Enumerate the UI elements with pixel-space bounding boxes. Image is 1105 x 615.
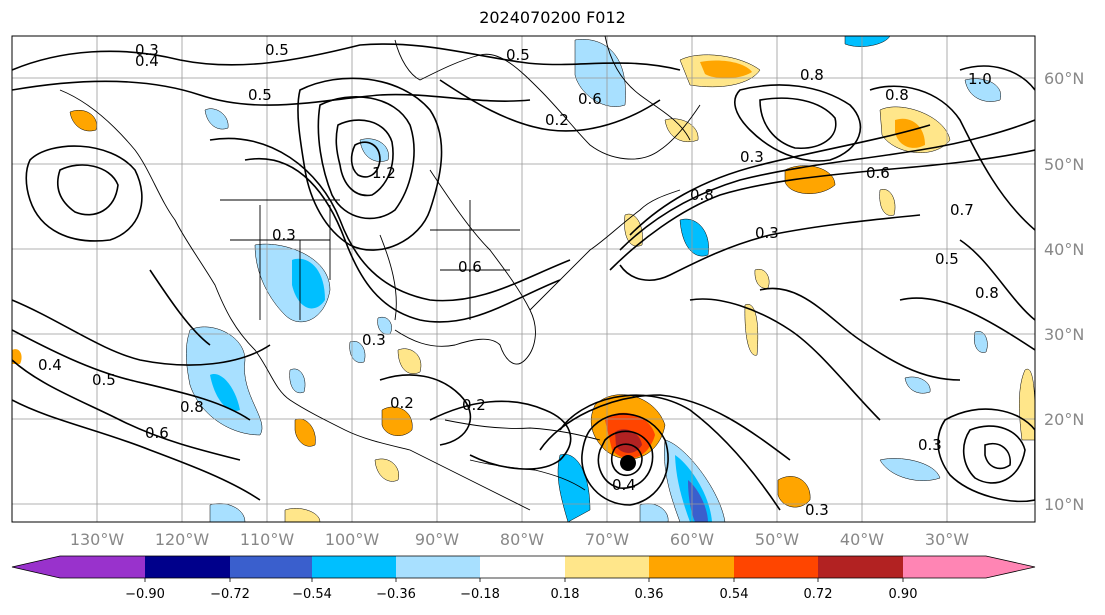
- lon-label: 50°W: [755, 530, 799, 549]
- contour-label: 0.5: [92, 371, 116, 389]
- contour-label: 0.8: [690, 186, 714, 204]
- colorbar-tick-label: 0.36: [635, 587, 664, 602]
- contour-label: 0.4: [135, 52, 159, 70]
- contour-label: 0.3: [918, 436, 942, 454]
- lon-label: 30°W: [925, 530, 969, 549]
- lat-label: 10°N: [1044, 495, 1084, 514]
- contour-label: 0.2: [462, 396, 486, 414]
- colorbar-tick-label: 0.72: [804, 587, 833, 602]
- lat-label: 50°N: [1044, 155, 1084, 174]
- colorbar-segment: [986, 556, 1035, 578]
- lon-axis-labels: 130°W 120°W 110°W 100°W 90°W 80°W 70°W 6…: [70, 530, 969, 549]
- graticule: [12, 36, 1035, 522]
- contour-label: 0.8: [180, 398, 204, 416]
- colorbar-tick-label: −0.54: [292, 587, 332, 602]
- lon-label: 70°W: [585, 530, 629, 549]
- colorbar-segment: [396, 556, 480, 578]
- lon-label: 40°W: [840, 530, 884, 549]
- contour-labels: 0.3 0.4 0.5 0.5 0.6 0.2 1.0 1.2 0.8 0.6 …: [38, 41, 999, 519]
- lon-label: 60°W: [670, 530, 714, 549]
- lon-label: 100°W: [325, 530, 380, 549]
- colorbar-segment: [12, 556, 60, 578]
- contour-label: 0.3: [135, 41, 159, 59]
- contour-label: 0.3: [755, 224, 779, 242]
- map-panel: [12, 36, 1035, 522]
- contour-label: 0.6: [578, 90, 602, 108]
- lat-label: 60°N: [1044, 69, 1084, 88]
- lat-axis-labels: 60°N 50°N 40°N 30°N 20°N 10°N: [1044, 69, 1084, 514]
- colorbar-tick-label: −0.18: [460, 587, 500, 602]
- contour-label: 0.4: [38, 356, 62, 374]
- contour-lines: [12, 43, 1035, 511]
- colorbar-segment: [230, 556, 312, 578]
- coastlines: [59, 36, 701, 511]
- colorbar-segment: [145, 556, 230, 578]
- colorbar-tick-label: 0.54: [720, 587, 749, 602]
- contour-label: 0.2: [390, 394, 414, 412]
- contour-label: 0.5: [265, 41, 289, 59]
- contour-label: 0.4: [612, 476, 636, 494]
- colorbar-tick-label: 0.90: [889, 587, 918, 602]
- colorbar: −0.90 −0.72 −0.54 −0.36 −0.18 0.18 0.36 …: [11, 555, 1036, 602]
- colorbar-segment: [818, 556, 903, 578]
- colorbar-tick-label: −0.36: [376, 587, 416, 602]
- colorbar-segment: [903, 556, 986, 578]
- contour-label: 0.8: [800, 66, 824, 84]
- contour-label: 0.2: [545, 111, 569, 129]
- lon-label: 80°W: [500, 530, 544, 549]
- map-title: 2024070200 F012: [479, 8, 626, 27]
- contour-label: 0.8: [975, 284, 999, 302]
- contour-label: 0.3: [805, 501, 829, 519]
- contour-label: 0.3: [740, 148, 764, 166]
- contour-label: 0.6: [145, 424, 169, 442]
- lon-label: 130°W: [70, 530, 125, 549]
- lat-label: 30°N: [1044, 325, 1084, 344]
- colorbar-segment: [734, 556, 818, 578]
- contour-label: 0.7: [950, 201, 974, 219]
- storm-center-marker: [620, 455, 636, 471]
- shaded-anomalies: [12, 36, 1035, 522]
- contour-label: 1.2: [372, 164, 396, 182]
- colorbar-segment: [649, 556, 734, 578]
- colorbar-segment: [312, 556, 396, 578]
- contour-label: 0.5: [935, 250, 959, 268]
- contour-label: 1.0: [968, 70, 992, 88]
- map-frame: [11, 35, 1036, 523]
- lat-label: 20°N: [1044, 410, 1084, 429]
- lon-label: 90°W: [415, 530, 459, 549]
- colorbar-tick-label: 0.18: [551, 587, 580, 602]
- lat-label: 40°N: [1044, 240, 1084, 259]
- contour-label: 0.3: [272, 226, 296, 244]
- lon-label: 120°W: [155, 530, 210, 549]
- contour-label: 0.5: [506, 46, 530, 64]
- colorbar-tick-label: −0.72: [210, 587, 250, 602]
- contour-label: 0.3: [362, 331, 386, 349]
- contour-label: 0.8: [885, 86, 909, 104]
- colorbar-segment: [60, 556, 145, 578]
- colorbar-tick-label: −0.90: [125, 587, 165, 602]
- lon-label: 110°W: [240, 530, 295, 549]
- contour-label: 0.5: [248, 86, 272, 104]
- colorbar-segment: [480, 556, 565, 578]
- contour-label: 0.6: [458, 258, 482, 276]
- colorbar-segment: [565, 556, 649, 578]
- contour-label: 0.6: [866, 164, 890, 182]
